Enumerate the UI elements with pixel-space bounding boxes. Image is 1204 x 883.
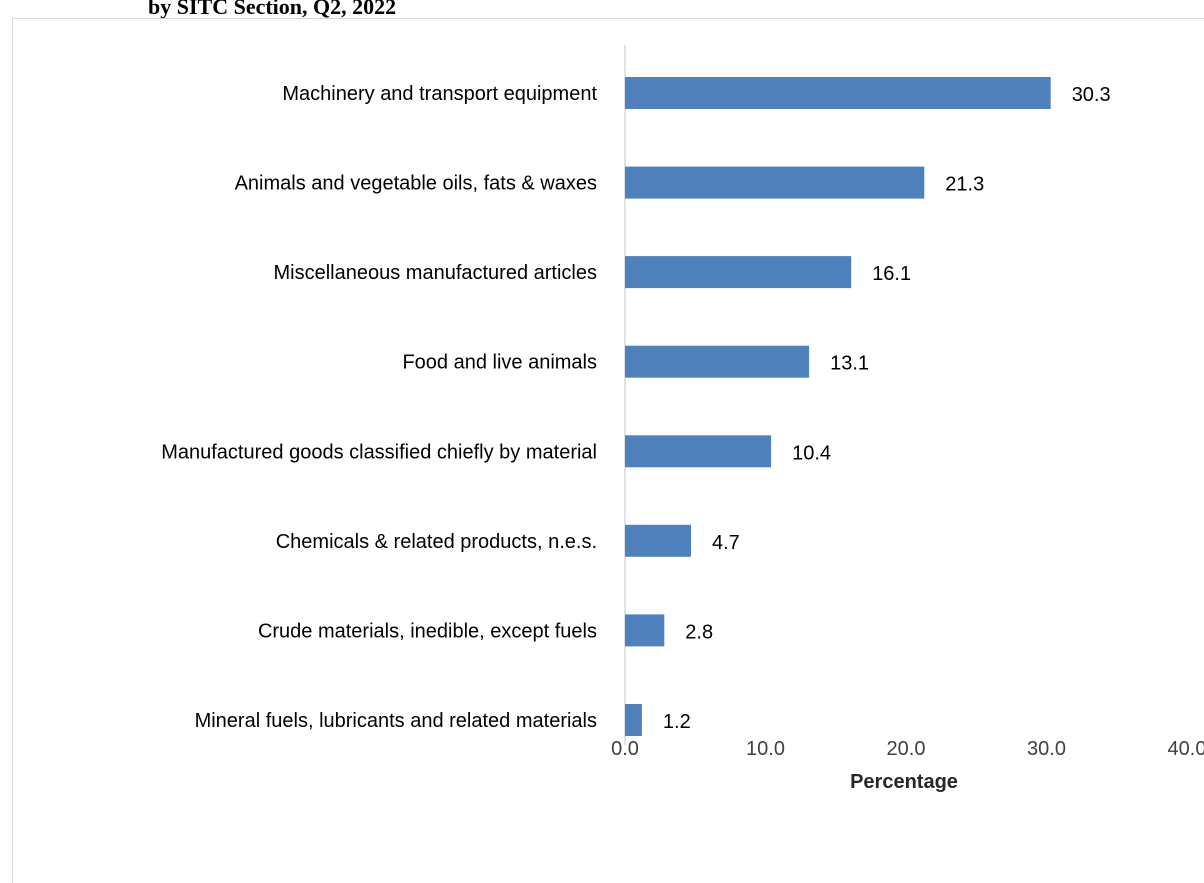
- value-label: 30.3: [1072, 84, 1111, 106]
- x-tick-label: 0.0: [611, 738, 639, 760]
- value-labels-layer: 30.3 21.3 16.1 13.1 10.4 4.7 2.8 1.2: [663, 84, 1111, 733]
- x-axis-title: Percentage: [850, 771, 958, 793]
- x-tick-label: 10.0: [746, 738, 785, 760]
- value-label: 4.7: [712, 532, 740, 554]
- bar: [625, 435, 772, 468]
- value-label: 1.2: [663, 711, 691, 733]
- bar: [625, 524, 691, 557]
- chart-frame: [12, 18, 1204, 883]
- value-label: 21.3: [945, 174, 984, 196]
- value-label: 16.1: [872, 263, 911, 285]
- category-label: Animals and vegetable oils, fats & waxes: [235, 173, 597, 195]
- bar: [625, 345, 810, 378]
- x-tick-label: 40.0: [1168, 738, 1204, 760]
- category-label: Machinery and transport equipment: [282, 83, 597, 105]
- value-label: 13.1: [830, 353, 869, 375]
- x-tick-label: 20.0: [887, 738, 926, 760]
- category-label: Crude materials, inedible, except fuels: [258, 620, 597, 642]
- bar: [625, 166, 925, 199]
- category-label: Chemicals & related products, n.e.s.: [276, 531, 597, 553]
- bar: [625, 77, 1051, 109]
- value-label: 10.4: [792, 442, 831, 464]
- bar: [625, 704, 642, 736]
- category-labels-layer: Machinery and transport equipment Animals…: [161, 83, 597, 732]
- category-label: Food and live animals: [402, 352, 597, 374]
- category-label: Miscellaneous manufactured articles: [274, 262, 598, 284]
- category-label: Mineral fuels, lubricants and related ma…: [195, 710, 597, 732]
- bars-layer: [625, 77, 1051, 736]
- x-tick-label: 30.0: [1027, 738, 1066, 760]
- page-title: by SITC Section, Q2, 2022: [148, 0, 397, 19]
- bar: [625, 256, 852, 289]
- bar: [625, 614, 665, 647]
- value-label: 2.8: [685, 621, 713, 643]
- x-tick-labels-layer: 0.0 10.0 20.0 30.0 40.0: [611, 738, 1204, 760]
- category-label: Manufactured goods classified chiefly by…: [161, 441, 597, 463]
